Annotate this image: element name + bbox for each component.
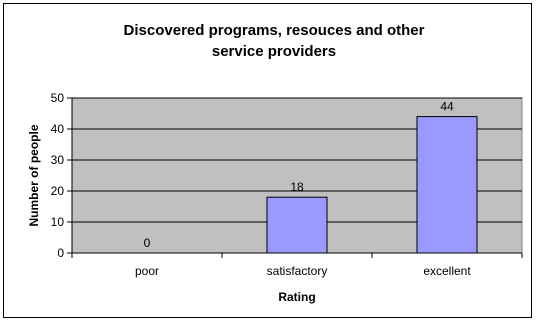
data-label-poor: 0 — [144, 236, 151, 250]
data-labels: 0 18 44 — [144, 100, 454, 250]
x-tick-label-poor: poor — [135, 264, 159, 278]
x-tick-label-satisfactory: satisfactory — [267, 264, 328, 278]
y-tick-label: 0 — [57, 246, 64, 260]
x-tick-label-excellent: excellent — [423, 264, 471, 278]
y-tick-label: 20 — [51, 184, 65, 198]
chart-title-line-2: service providers — [212, 43, 336, 60]
chart-title-line-1: Discovered programs, resouces and other — [124, 22, 425, 39]
y-axis-title: Number of people — [27, 124, 41, 226]
x-axis-title: Rating — [278, 290, 315, 304]
bar-satisfactory — [266, 196, 328, 254]
bars — [266, 116, 478, 254]
y-tick-label: 40 — [51, 122, 65, 136]
y-tick-label: 50 — [51, 91, 65, 105]
y-tick-label: 30 — [51, 153, 65, 167]
bar-excellent — [416, 116, 478, 254]
data-label-excellent: 44 — [440, 100, 454, 114]
data-label-satisfactory: 18 — [290, 180, 304, 194]
y-tick-label: 10 — [51, 215, 65, 229]
x-ticks: poor satisfactory excellent — [71, 253, 523, 278]
y-ticks: 0 10 20 30 40 50 — [51, 91, 72, 260]
